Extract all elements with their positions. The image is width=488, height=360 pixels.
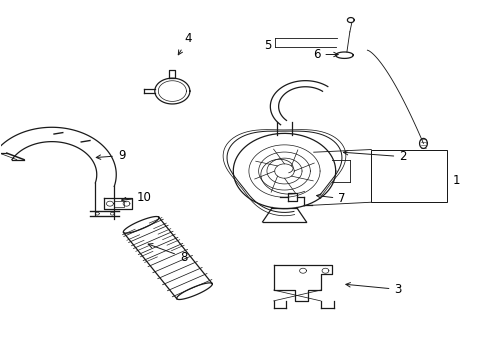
- Text: 9: 9: [96, 149, 125, 162]
- Text: 2: 2: [343, 150, 406, 163]
- Text: 10: 10: [122, 192, 152, 204]
- Text: 6: 6: [312, 48, 338, 61]
- Text: 3: 3: [345, 283, 401, 296]
- Text: 8: 8: [148, 243, 187, 264]
- Text: 5: 5: [264, 39, 271, 52]
- Text: 4: 4: [178, 32, 192, 55]
- Text: 7: 7: [316, 192, 345, 205]
- Text: 1: 1: [452, 174, 459, 186]
